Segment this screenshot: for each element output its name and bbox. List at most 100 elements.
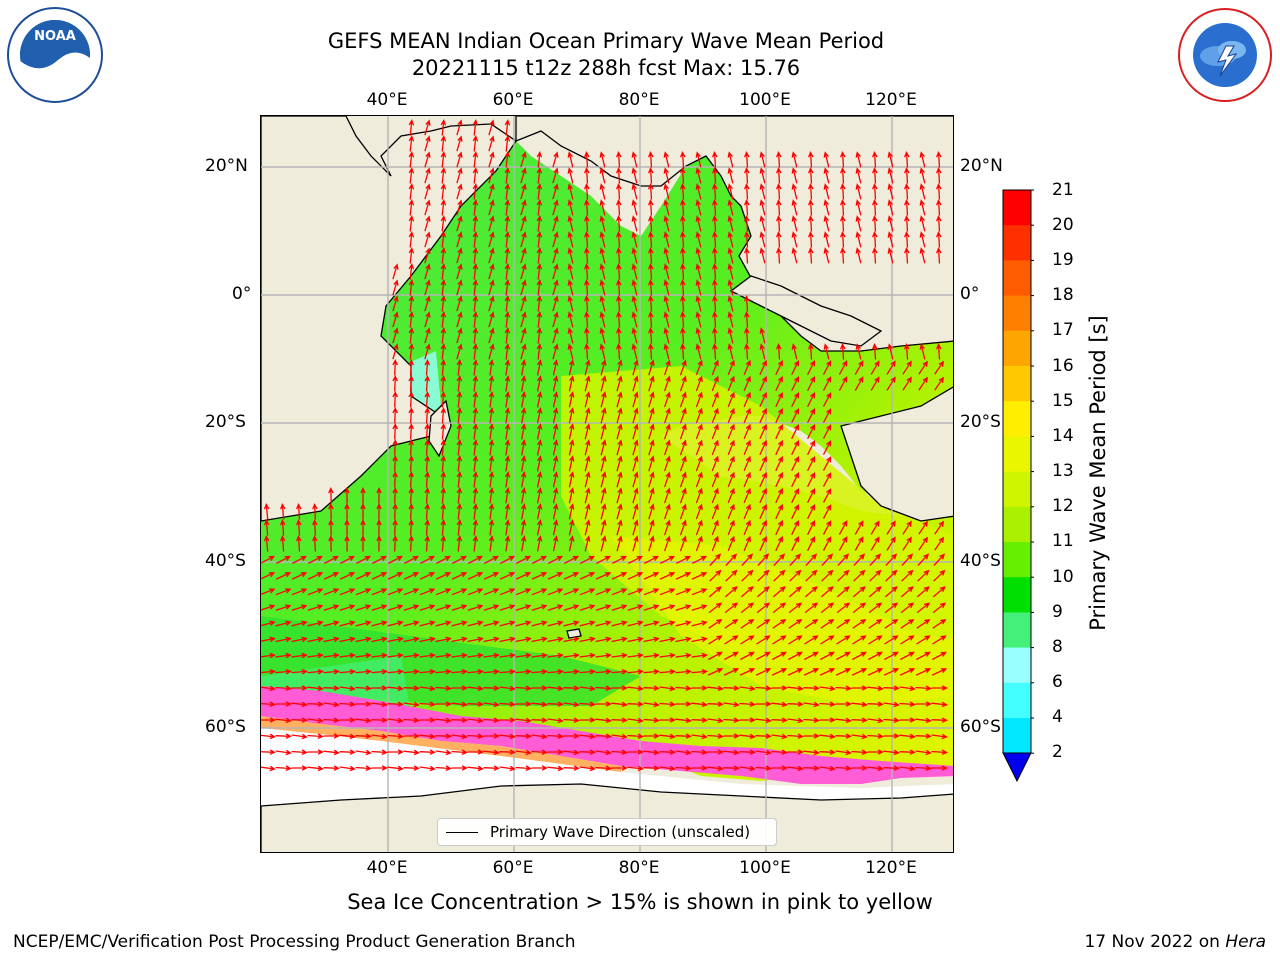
wave-direction-arrow: [600, 439, 607, 456]
wave-direction-arrow: [663, 391, 671, 408]
wave-direction-arrow: [851, 749, 868, 756]
wave-direction-arrow: [711, 247, 718, 264]
period-colorbar: [1002, 189, 1034, 783]
wave-direction-arrow: [903, 247, 910, 264]
wave-direction-arrow: [440, 470, 447, 488]
wave-direction-arrow: [743, 311, 750, 328]
wave-direction-arrow: [743, 407, 751, 424]
wave-direction-arrow: [631, 151, 638, 168]
wave-direction-arrow: [789, 553, 802, 566]
wave-direction-arrow: [419, 733, 437, 740]
wave-direction-arrow: [424, 311, 431, 328]
wave-direction-arrow: [805, 553, 818, 566]
wave-direction-arrow: [483, 685, 500, 691]
lon-tick-top: 100°E: [739, 90, 791, 110]
wave-direction-arrow: [695, 535, 703, 552]
wave-direction-arrow: [261, 749, 276, 755]
wave-direction-arrow: [563, 588, 580, 596]
wave-direction-arrow: [836, 586, 850, 598]
wave-direction-arrow: [679, 151, 686, 168]
wave-direction-arrow: [757, 569, 770, 582]
wave-direction-arrow: [600, 455, 607, 472]
wave-direction-arrow: [659, 636, 676, 643]
wave-direction-arrow: [931, 733, 948, 740]
wave-direction-arrow: [568, 455, 575, 472]
wave-direction-arrow: [424, 455, 431, 472]
wave-direction-arrow: [307, 733, 324, 740]
wave-direction-arrow: [659, 620, 676, 627]
wave-period-map[interactable]: [260, 115, 954, 853]
wave-direction-arrow: [935, 151, 942, 168]
wave-direction-arrow: [759, 215, 766, 232]
wave-direction-arrow: [803, 717, 820, 724]
wave-direction-arrow: [931, 668, 948, 676]
wave-direction-arrow: [419, 652, 436, 659]
wave-direction-arrow: [483, 749, 501, 756]
wave-direction-arrow: [772, 651, 787, 661]
wave-direction-arrow: [707, 701, 724, 707]
wave-direction-arrow: [408, 486, 414, 504]
colorbar-label: 2: [1052, 742, 1063, 762]
wave-direction-arrow: [579, 733, 597, 740]
wave-direction-arrow: [919, 231, 926, 248]
wave-direction-arrow: [472, 262, 479, 280]
wave-direction-arrow: [467, 749, 484, 755]
wave-direction-arrow: [520, 311, 527, 328]
wave-direction-arrow: [711, 279, 718, 296]
wave-direction-arrow: [520, 199, 527, 216]
sea-ice-note: Sea Ice Concentration > 15% is shown in …: [347, 890, 933, 914]
wave-direction-arrow: [691, 652, 708, 659]
wave-direction-arrow: [376, 518, 382, 536]
wave-direction-arrow: [615, 199, 622, 216]
wave-direction-arrow: [679, 199, 686, 216]
wave-direction-arrow: [504, 471, 511, 488]
wave-direction-arrow: [835, 717, 853, 724]
wave-direction-arrow: [499, 717, 516, 723]
wave-direction-arrow: [261, 668, 277, 675]
wave-direction-arrow: [727, 407, 735, 424]
wave-direction-arrow: [807, 359, 816, 375]
wave-direction-arrow: [371, 717, 388, 723]
wave-direction-arrow: [627, 636, 644, 643]
wave-direction-arrow: [419, 572, 436, 580]
wave-direction-arrow: [520, 167, 527, 184]
wave-direction-arrow: [424, 439, 431, 456]
wave-direction-arrow: [563, 733, 580, 739]
wave-direction-arrow: [408, 118, 415, 136]
wave-direction-arrow: [456, 247, 463, 264]
wave-direction-arrow: [807, 199, 814, 216]
wave-direction-arrow: [312, 534, 318, 552]
wave-direction-arrow: [643, 717, 660, 724]
wave-direction-arrow: [788, 602, 803, 614]
wave-direction-arrow: [775, 199, 782, 216]
wave-direction-arrow: [787, 749, 804, 755]
wave-direction-arrow: [515, 620, 532, 627]
wave-direction-arrow: [822, 456, 832, 471]
wave-direction-arrow: [675, 701, 692, 707]
wave-direction-arrow: [600, 391, 607, 408]
colorbar-segment: [1003, 542, 1031, 578]
wave-direction-arrow: [643, 685, 660, 691]
wave-direction-arrow: [563, 572, 580, 580]
wave-direction-arrow: [695, 183, 702, 200]
wave-direction-arrow: [392, 311, 399, 328]
wave-direction-arrow: [440, 406, 447, 424]
wave-direction-arrow: [647, 295, 654, 312]
wave-direction-arrow: [483, 604, 500, 611]
wave-direction-arrow: [520, 215, 527, 232]
wave-direction-arrow: [295, 535, 302, 552]
wave-direction-arrow: [727, 359, 735, 376]
wave-direction-arrow: [584, 455, 591, 472]
wave-direction-arrow: [355, 604, 372, 611]
wave-direction-arrow: [275, 572, 292, 580]
wave-direction-arrow: [515, 717, 533, 724]
wave-direction-arrow: [885, 569, 898, 582]
wave-direction-arrow: [440, 358, 447, 376]
wave-direction-arrow: [647, 151, 654, 168]
wave-direction-arrow: [727, 151, 734, 168]
wave-direction-arrow: [804, 651, 819, 661]
wave-direction-arrow: [775, 471, 783, 488]
wave-direction-arrow: [775, 423, 783, 440]
lon-tick-top: 80°E: [618, 90, 660, 110]
wave-direction-arrow: [759, 471, 767, 488]
